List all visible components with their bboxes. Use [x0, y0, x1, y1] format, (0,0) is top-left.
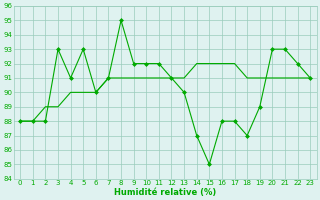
X-axis label: Humidité relative (%): Humidité relative (%)	[114, 188, 216, 197]
